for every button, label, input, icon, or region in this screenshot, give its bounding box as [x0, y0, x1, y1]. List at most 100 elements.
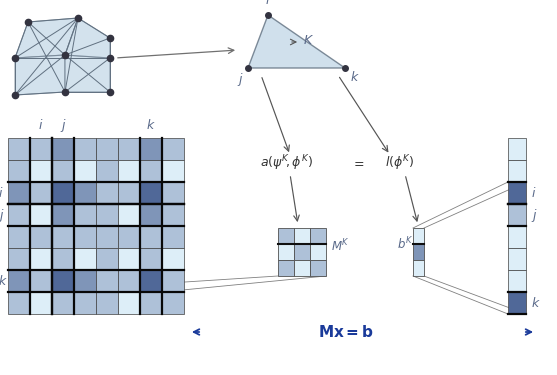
Bar [140, 248, 162, 270]
Polygon shape [15, 18, 78, 58]
Bar [294, 244, 310, 260]
Bar [30, 292, 52, 314]
Bar [162, 226, 184, 248]
Text: $k$: $k$ [0, 274, 8, 288]
Text: $i$: $i$ [0, 186, 3, 200]
Text: $b^K$: $b^K$ [397, 236, 413, 252]
Bar [96, 204, 118, 226]
Bar [118, 204, 140, 226]
Text: $k$: $k$ [531, 296, 541, 310]
Bar [162, 204, 184, 226]
Bar [96, 248, 118, 270]
Text: $i$: $i$ [38, 118, 43, 132]
Bar [413, 244, 424, 260]
Polygon shape [65, 55, 110, 92]
Bar [508, 160, 526, 182]
Bar [294, 228, 310, 244]
Bar [8, 248, 30, 270]
Bar [52, 226, 74, 248]
Bar [74, 292, 96, 314]
Text: $i$: $i$ [531, 186, 536, 200]
Bar [8, 226, 30, 248]
Bar [140, 160, 162, 182]
Bar [162, 182, 184, 204]
Bar [8, 182, 30, 204]
Bar [118, 292, 140, 314]
Text: $\mathbf{Mx = b}$: $\mathbf{Mx = b}$ [318, 324, 374, 340]
Bar [294, 260, 310, 276]
Bar [118, 160, 140, 182]
Polygon shape [248, 15, 345, 68]
Bar [118, 248, 140, 270]
Text: $i$: $i$ [265, 0, 271, 7]
Bar [278, 244, 294, 260]
Polygon shape [15, 55, 65, 95]
Bar [52, 204, 74, 226]
Bar [74, 138, 96, 160]
Bar [508, 292, 526, 314]
Bar [508, 226, 526, 248]
Bar [140, 204, 162, 226]
Bar [8, 138, 30, 160]
Bar [8, 160, 30, 182]
Bar [140, 226, 162, 248]
Bar [278, 228, 294, 244]
Bar [30, 138, 52, 160]
Bar [8, 270, 30, 292]
Bar [508, 204, 526, 226]
Bar [162, 292, 184, 314]
Bar [74, 160, 96, 182]
Bar [96, 292, 118, 314]
Bar [74, 204, 96, 226]
Bar [8, 292, 30, 314]
Bar [162, 160, 184, 182]
Text: $a(\psi^K\!,\phi^K)$: $a(\psi^K\!,\phi^K)$ [260, 153, 312, 173]
Bar [140, 138, 162, 160]
Bar [96, 226, 118, 248]
Bar [118, 226, 140, 248]
Text: $k$: $k$ [350, 70, 360, 84]
Bar [74, 182, 96, 204]
Text: $j$: $j$ [531, 207, 538, 224]
Bar [162, 248, 184, 270]
Bar [278, 260, 294, 276]
Text: $j$: $j$ [237, 71, 243, 88]
Bar [52, 182, 74, 204]
Polygon shape [65, 18, 110, 58]
Bar [30, 182, 52, 204]
Bar [74, 270, 96, 292]
Bar [140, 182, 162, 204]
Bar [30, 248, 52, 270]
Bar [96, 270, 118, 292]
Bar [30, 270, 52, 292]
Bar [96, 160, 118, 182]
Bar [52, 248, 74, 270]
Bar [74, 248, 96, 270]
Text: $j$: $j$ [0, 207, 5, 224]
Text: $K$: $K$ [303, 33, 314, 46]
Bar [140, 292, 162, 314]
Bar [162, 138, 184, 160]
Text: $M^K$: $M^K$ [331, 238, 350, 254]
Bar [508, 182, 526, 204]
Bar [118, 270, 140, 292]
Bar [96, 138, 118, 160]
Bar [508, 248, 526, 270]
Bar [52, 160, 74, 182]
Bar [118, 182, 140, 204]
Bar [52, 292, 74, 314]
Bar [310, 244, 326, 260]
Bar [8, 204, 30, 226]
Bar [413, 228, 424, 244]
Bar [52, 270, 74, 292]
Bar [413, 260, 424, 276]
Bar [30, 226, 52, 248]
Bar [310, 260, 326, 276]
Text: $l(\phi^K)$: $l(\phi^K)$ [385, 153, 415, 173]
Bar [118, 138, 140, 160]
Text: $j$: $j$ [60, 117, 66, 134]
Bar [140, 270, 162, 292]
Bar [30, 160, 52, 182]
Bar [508, 138, 526, 160]
Bar [508, 270, 526, 292]
